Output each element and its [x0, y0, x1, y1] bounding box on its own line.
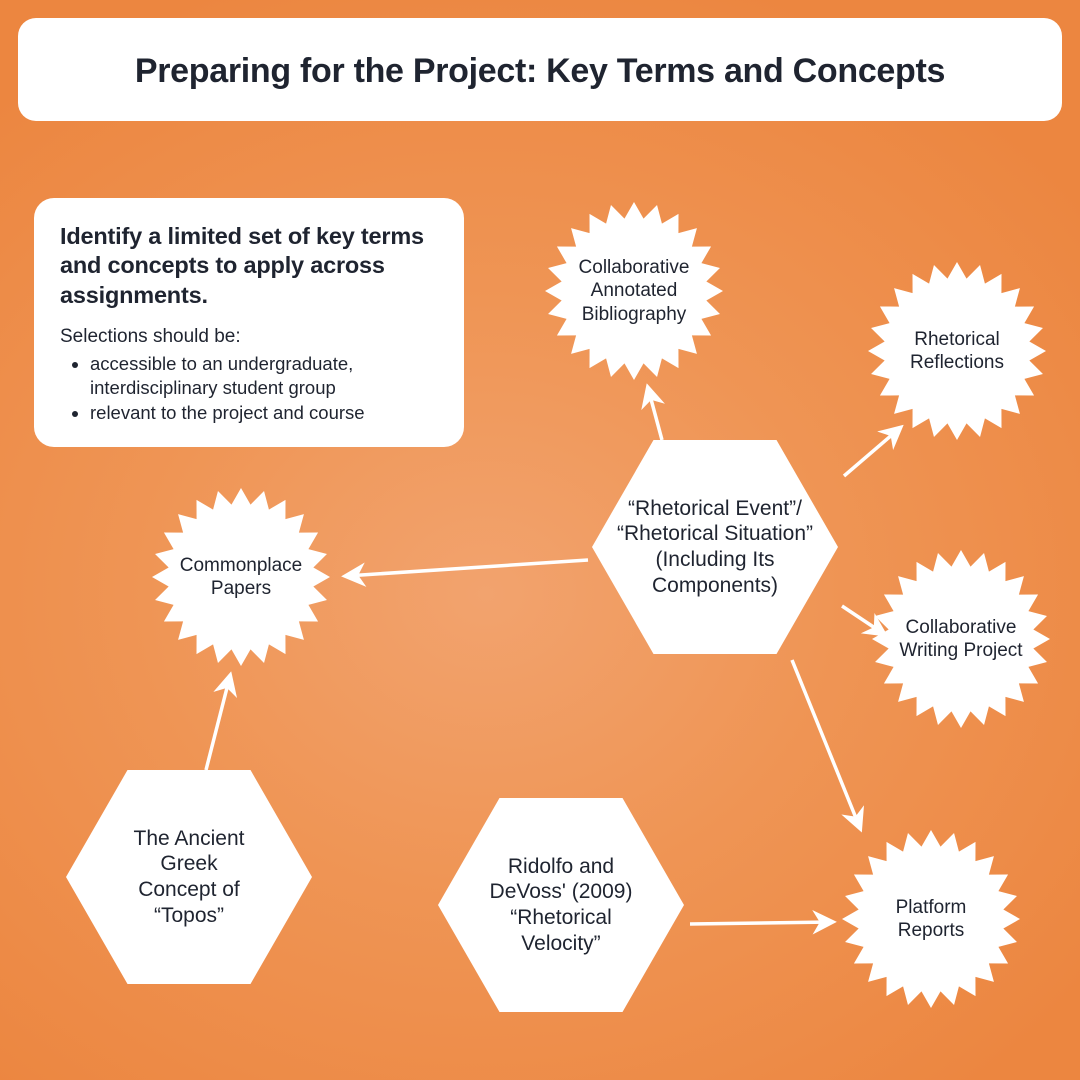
node-hex_rhetorical_event: “Rhetorical Event”/ “Rhetorical Situatio…: [592, 440, 838, 654]
info-bullet-list: accessible to an undergraduate, interdis…: [60, 352, 438, 425]
node-burst_commonplace: Commonplace Papers: [152, 488, 330, 666]
node-label: “Rhetorical Event”/ “Rhetorical Situatio…: [592, 440, 838, 654]
node-label: The Ancient Greek Concept of “Topos”: [66, 770, 312, 984]
node-burst_writing_project: Collaborative Writing Project: [872, 550, 1050, 728]
node-burst_reflections: Rhetorical Reflections: [868, 262, 1046, 440]
node-hex_velocity: Ridolfo and DeVoss' (2009) “Rhetorical V…: [438, 798, 684, 1012]
info-lead: Identify a limited set of key terms and …: [60, 222, 438, 310]
node-label: Ridolfo and DeVoss' (2009) “Rhetorical V…: [438, 798, 684, 1012]
node-burst_platform: Platform Reports: [842, 830, 1020, 1008]
info-bullet: relevant to the project and course: [90, 401, 438, 425]
node-label: Collaborative Writing Project: [872, 550, 1050, 728]
info-box: Identify a limited set of key terms and …: [34, 198, 464, 447]
node-label: Rhetorical Reflections: [868, 262, 1046, 440]
node-hex_topos: The Ancient Greek Concept of “Topos”: [66, 770, 312, 984]
node-label: Commonplace Papers: [152, 488, 330, 666]
node-label: Collaborative Annotated Bibliography: [545, 202, 723, 380]
info-bullet: accessible to an undergraduate, interdis…: [90, 352, 438, 399]
page-title: Preparing for the Project: Key Terms and…: [48, 52, 1032, 91]
node-burst_bibliography: Collaborative Annotated Bibliography: [545, 202, 723, 380]
title-bar: Preparing for the Project: Key Terms and…: [18, 18, 1062, 121]
node-label: Platform Reports: [842, 830, 1020, 1008]
info-subheading: Selections should be:: [60, 326, 438, 348]
